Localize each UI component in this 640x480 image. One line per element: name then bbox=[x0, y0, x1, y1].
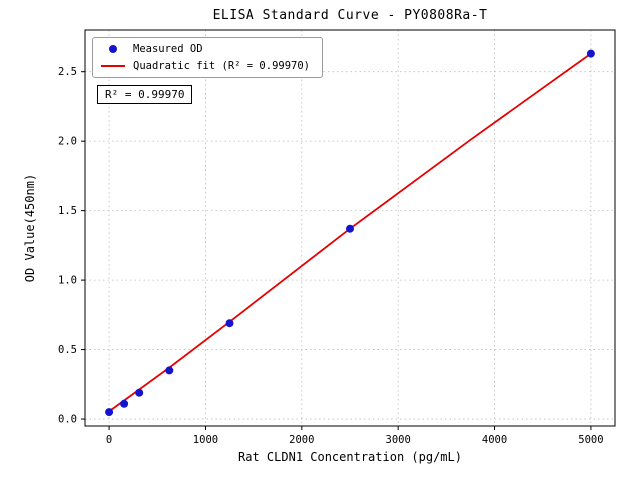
legend-label-quadratic-fit: Quadratic fit (R² = 0.99970) bbox=[133, 60, 311, 72]
y-tick-label: 2.0 bbox=[58, 136, 77, 148]
x-tick-label: 1000 bbox=[193, 434, 218, 446]
y-tick-label: 0.0 bbox=[58, 414, 77, 426]
legend-label-measured-od: Measured OD bbox=[133, 43, 203, 55]
chart-title: ELISA Standard Curve - PY0808Ra-T bbox=[212, 8, 488, 23]
y-tick-label: 1.0 bbox=[58, 275, 77, 287]
data-point bbox=[135, 388, 144, 397]
y-tick-label: 2.5 bbox=[58, 66, 77, 78]
legend: Measured OD Quadratic fit (R² = 0.99970) bbox=[92, 37, 324, 78]
x-tick-label: 4000 bbox=[482, 434, 507, 446]
data-point bbox=[165, 366, 174, 375]
legend-item-quadratic-fit: Quadratic fit (R² = 0.99970) bbox=[101, 60, 310, 72]
legend-item-measured-od: Measured OD bbox=[101, 43, 310, 55]
measured-od-marker-icon bbox=[109, 45, 117, 53]
data-point bbox=[586, 49, 595, 58]
y-tick-label: 0.5 bbox=[58, 344, 77, 356]
x-axis-label: Rat CLDN1 Concentration (pg/mL) bbox=[238, 450, 462, 464]
plot-frame bbox=[84, 29, 616, 427]
data-point bbox=[105, 408, 114, 417]
fit-line bbox=[108, 52, 592, 413]
data-point bbox=[346, 224, 354, 233]
data-point bbox=[225, 319, 234, 328]
y-tick-label: 1.5 bbox=[58, 205, 77, 217]
x-tick-label: 2000 bbox=[289, 434, 314, 446]
x-tick-label: 5000 bbox=[578, 434, 603, 446]
y-axis-label: OD Value(450nm) bbox=[23, 173, 37, 283]
data-point bbox=[120, 399, 129, 408]
x-tick-label: 0 bbox=[106, 434, 112, 446]
r-squared-annotation: R² = 0.99970 bbox=[97, 85, 193, 104]
x-tick-label: 3000 bbox=[386, 434, 411, 446]
quadratic-fit-line-icon bbox=[101, 65, 125, 67]
